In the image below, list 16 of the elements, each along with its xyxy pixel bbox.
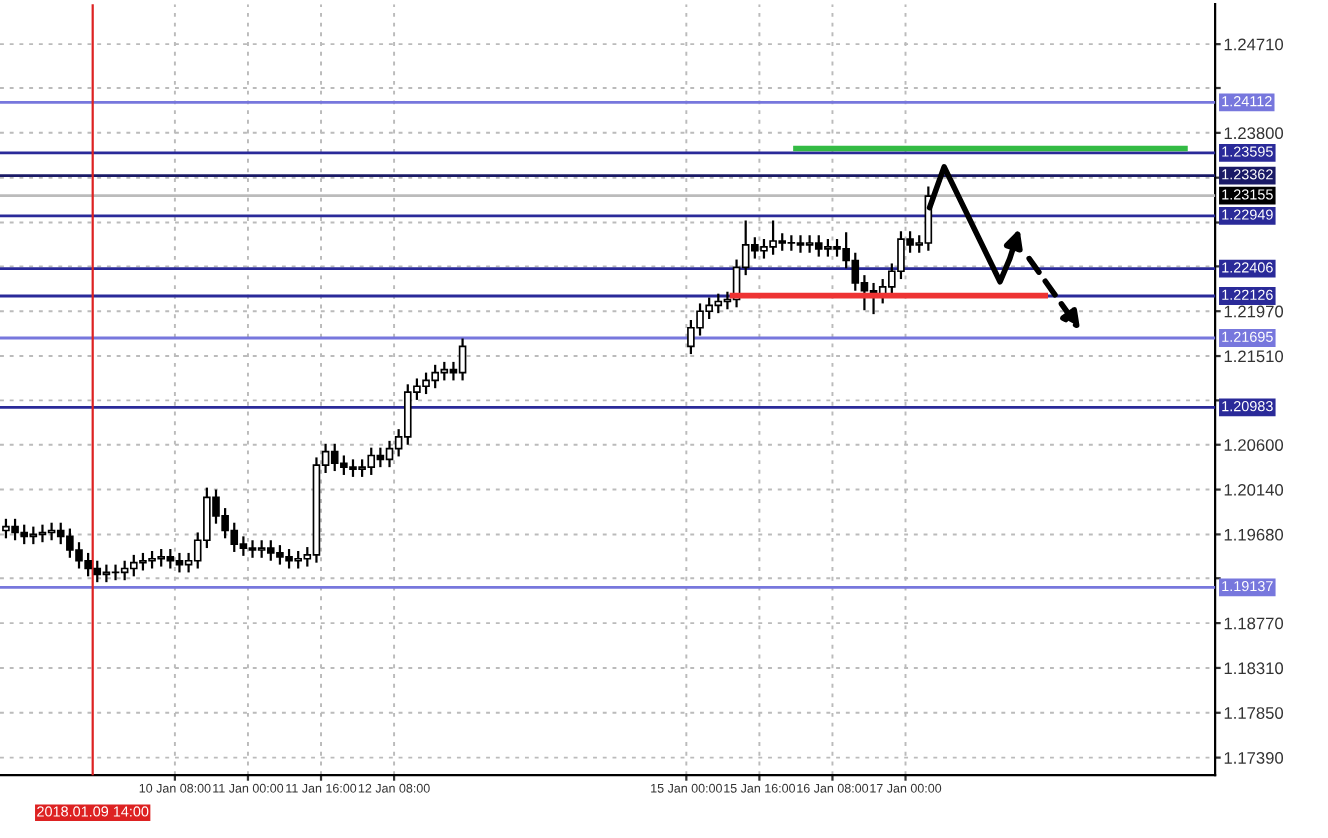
y-tick-label: 1.21510 xyxy=(1224,350,1284,363)
y-tick-label: 1.20140 xyxy=(1224,483,1284,496)
candlestick xyxy=(248,539,257,559)
y-tick-label: 1.17390 xyxy=(1224,752,1284,764)
candlestick xyxy=(458,337,467,382)
y-tick-label: 1.17850 xyxy=(1224,707,1284,719)
y-tick-label: 1.19680 xyxy=(1224,528,1284,541)
y-tick-label: 1.20600 xyxy=(1224,439,1284,451)
y-tick-label: 1.21970 xyxy=(1224,305,1284,318)
candlestick xyxy=(111,563,120,582)
candlestick xyxy=(796,234,805,254)
y-tick-label: 1.23800 xyxy=(1224,127,1284,140)
y-tick-label: 1.18310 xyxy=(1224,662,1284,675)
candlestick xyxy=(385,439,394,469)
y-tick-label: 1.18770 xyxy=(1224,617,1284,630)
y-tick-label: 1.24710 xyxy=(1224,38,1284,51)
